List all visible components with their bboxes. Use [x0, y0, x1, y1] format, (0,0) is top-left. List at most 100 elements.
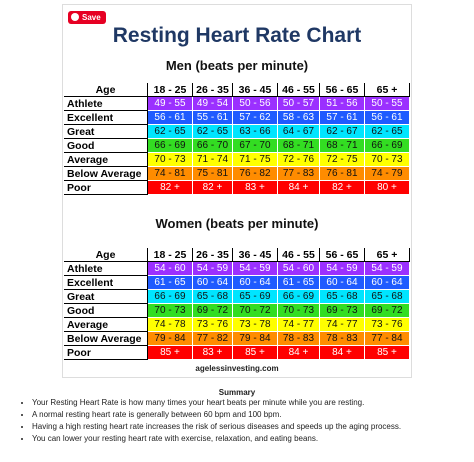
- range-cell: 61 - 65: [148, 276, 193, 290]
- range-cell: 80 +: [365, 181, 410, 195]
- range-cell: 69 - 73: [320, 304, 365, 318]
- range-cell: 69 - 72: [193, 304, 233, 318]
- row-label: Good: [64, 139, 148, 153]
- range-cell: 54 - 59: [320, 262, 365, 276]
- range-cell: 85 +: [365, 346, 410, 360]
- range-cell: 55 - 61: [193, 111, 233, 125]
- range-cell: 77 - 83: [278, 167, 320, 181]
- range-cell: 50 - 57: [278, 97, 320, 111]
- range-cell: 84 +: [320, 346, 365, 360]
- range-cell: 63 - 66: [233, 125, 278, 139]
- range-cell: 54 - 60: [278, 262, 320, 276]
- range-cell: 70 - 72: [233, 304, 278, 318]
- range-cell: 84 +: [278, 346, 320, 360]
- range-cell: 70 - 73: [148, 304, 193, 318]
- range-cell: 60 - 64: [365, 276, 410, 290]
- header-cell: Age: [64, 83, 148, 97]
- range-cell: 57 - 61: [320, 111, 365, 125]
- header-cell: 18 - 25: [148, 83, 193, 97]
- range-cell: 67 - 70: [233, 139, 278, 153]
- header-cell: 36 - 45: [233, 83, 278, 97]
- row-label: Athlete: [64, 97, 148, 111]
- range-cell: 76 - 81: [320, 167, 365, 181]
- row-label: Poor: [64, 346, 148, 360]
- range-cell: 64 - 67: [278, 125, 320, 139]
- header-cell: 36 - 45: [233, 248, 278, 262]
- range-cell: 71 - 74: [193, 153, 233, 167]
- range-cell: 50 - 56: [233, 97, 278, 111]
- range-cell: 85 +: [233, 346, 278, 360]
- range-cell: 76 - 82: [233, 167, 278, 181]
- range-cell: 65 - 69: [233, 290, 278, 304]
- range-cell: 66 - 69: [278, 290, 320, 304]
- range-cell: 82 +: [320, 181, 365, 195]
- save-button[interactable]: Save: [68, 11, 106, 24]
- range-cell: 51 - 56: [320, 97, 365, 111]
- range-cell: 60 - 64: [193, 276, 233, 290]
- range-cell: 54 - 59: [233, 262, 278, 276]
- range-cell: 72 - 76: [278, 153, 320, 167]
- row-label: Average: [64, 318, 148, 332]
- range-cell: 73 - 78: [233, 318, 278, 332]
- range-cell: 72 - 75: [320, 153, 365, 167]
- range-cell: 73 - 76: [193, 318, 233, 332]
- range-cell: 68 - 71: [278, 139, 320, 153]
- header-cell: 18 - 25: [148, 248, 193, 262]
- header-cell: 46 - 55: [278, 83, 320, 97]
- range-cell: 65 - 68: [365, 290, 410, 304]
- row-label: Athlete: [64, 262, 148, 276]
- range-cell: 66 - 70: [193, 139, 233, 153]
- range-cell: 62 - 65: [148, 125, 193, 139]
- row-label: Below Average: [64, 167, 148, 181]
- row-label: Poor: [64, 181, 148, 195]
- header-cell: 46 - 55: [278, 248, 320, 262]
- source: agelessinvesting.com: [195, 364, 279, 373]
- row-label: Below Average: [64, 332, 148, 346]
- range-cell: 74 - 78: [148, 318, 193, 332]
- range-cell: 56 - 61: [365, 111, 410, 125]
- row-label: Average: [64, 153, 148, 167]
- range-cell: 74 - 77: [320, 318, 365, 332]
- range-cell: 77 - 84: [365, 332, 410, 346]
- row-label: Good: [64, 304, 148, 318]
- header-cell: 56 - 65: [320, 83, 365, 97]
- range-cell: 71 - 75: [233, 153, 278, 167]
- chart-image: [62, 4, 412, 378]
- range-cell: 65 - 68: [320, 290, 365, 304]
- summary-bullet: Having a high resting heart rate increas…: [32, 421, 401, 433]
- range-cell: 54 - 60: [148, 262, 193, 276]
- range-cell: 79 - 84: [148, 332, 193, 346]
- range-cell: 60 - 64: [233, 276, 278, 290]
- range-cell: 77 - 82: [193, 332, 233, 346]
- range-cell: 78 - 83: [278, 332, 320, 346]
- header-cell: 65 +: [365, 248, 410, 262]
- range-cell: 61 - 65: [278, 276, 320, 290]
- range-cell: 62 - 67: [320, 125, 365, 139]
- range-cell: 56 - 61: [148, 111, 193, 125]
- range-cell: 74 - 77: [278, 318, 320, 332]
- range-cell: 66 - 69: [148, 139, 193, 153]
- summary-bullet: You can lower your resting heart rate wi…: [32, 433, 401, 445]
- range-cell: 85 +: [148, 346, 193, 360]
- header-cell: 56 - 65: [320, 248, 365, 262]
- range-cell: 73 - 76: [365, 318, 410, 332]
- summary-bullet: Your Resting Heart Rate is how many time…: [32, 397, 401, 409]
- header-cell: Age: [64, 248, 148, 262]
- range-cell: 62 - 65: [365, 125, 410, 139]
- range-cell: 70 - 73: [365, 153, 410, 167]
- range-cell: 66 - 69: [365, 139, 410, 153]
- women-heading: Women (beats per minute): [155, 216, 319, 231]
- row-label: Excellent: [64, 111, 148, 125]
- range-cell: 74 - 79: [365, 167, 410, 181]
- row-label: Great: [64, 290, 148, 304]
- range-cell: 50 - 55: [365, 97, 410, 111]
- men-heading: Men (beats per minute): [165, 58, 309, 73]
- range-cell: 62 - 65: [193, 125, 233, 139]
- range-cell: 66 - 69: [148, 290, 193, 304]
- range-cell: 65 - 68: [193, 290, 233, 304]
- range-cell: 49 - 55: [148, 97, 193, 111]
- row-label: Great: [64, 125, 148, 139]
- header-cell: 65 +: [365, 83, 410, 97]
- range-cell: 57 - 62: [233, 111, 278, 125]
